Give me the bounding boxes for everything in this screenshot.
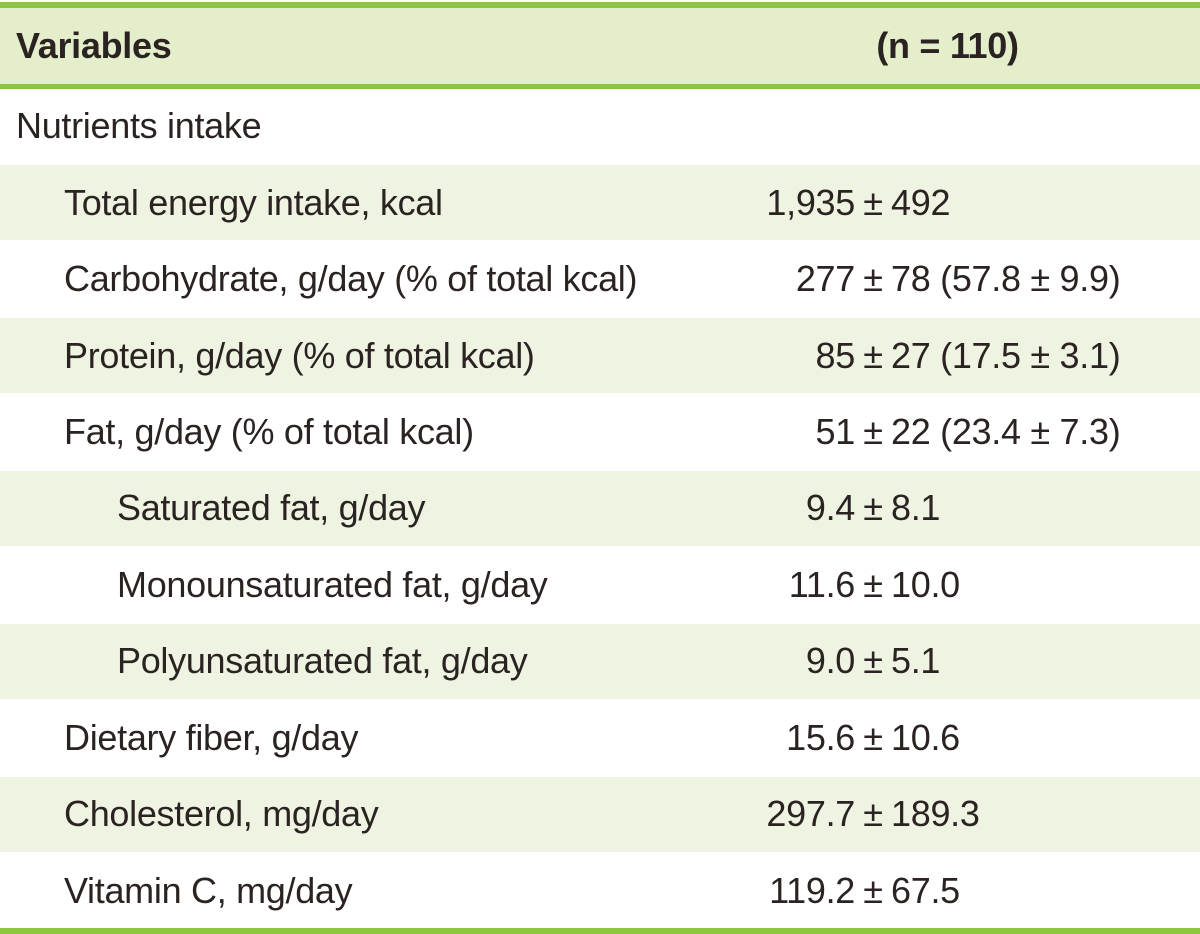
value-mean: 297.7 [766,793,855,835]
row-label: Protein, g/day (% of total kcal) [64,334,535,376]
value-mean: 51 [815,411,856,453]
table-header-row: Variables (n = 110) [0,8,1200,84]
column-header-variables: Variables [16,25,172,66]
value-mean: 11.6 [788,563,856,605]
plus-minus-icon: ± [863,411,883,453]
column-header-n: (n = 110) [695,25,1200,67]
value-mean: 9.4 [805,487,855,529]
table-row: Dietary fiber, g/day 15.6 ± 10.6 [0,700,1200,776]
value-sd: 8.1 [891,487,941,529]
plus-minus-icon: ± [863,181,883,223]
table-row: Vitamin C, mg/day 119.2 ± 67.5 [0,853,1200,928]
row-value: 85 ± 27 (17.5 ± 3.1) [695,335,1200,377]
value-sd: 10.0 [891,563,960,605]
value-sd: 78 (57.8 ± 9.9) [891,258,1121,300]
row-label: Saturated fat, g/day [117,487,426,529]
row-value: 277 ± 78 (57.8 ± 9.9) [695,258,1200,300]
value-sd: 27 (17.5 ± 3.1) [891,334,1121,376]
table-row: Total energy intake, kcal 1,935 ± 492 [0,163,1200,242]
value-mean: 277 [795,258,855,300]
row-label: Polyunsaturated fat, g/day [117,640,528,682]
plus-minus-icon: ± [863,258,883,300]
row-label: Nutrients intake [16,105,262,147]
row-value: 51 ± 22 (23.4 ± 7.3) [695,411,1200,453]
value-mean: 15.6 [786,716,855,758]
table-row: Polyunsaturated fat, g/day 9.0 ± 5.1 [0,622,1200,701]
table-row: Carbohydrate, g/day (% of total kcal) 27… [0,241,1200,317]
row-label: Carbohydrate, g/day (% of total kcal) [64,258,638,300]
table-row: Monounsaturated fat, g/day 11.6 ± 10.0 [0,547,1200,623]
table-top-border [0,2,1200,8]
plus-minus-icon: ± [863,563,883,605]
plus-minus-icon: ± [863,487,883,529]
table-row: Cholesterol, mg/day 297.7 ± 189.3 [0,775,1200,854]
plus-minus-icon: ± [863,716,883,758]
row-value: 11.6 ± 10.0 [695,564,1200,606]
row-label: Dietary fiber, g/day [64,716,359,758]
row-label: Cholesterol, mg/day [64,793,379,835]
table-row: Saturated fat, g/day 9.4 ± 8.1 [0,469,1200,548]
value-mean: 85 [815,334,856,376]
row-label: Fat, g/day (% of total kcal) [64,411,474,453]
table-row: Fat, g/day (% of total kcal) 51 ± 22 (23… [0,394,1200,470]
row-label: Total energy intake, kcal [64,181,443,223]
plus-minus-icon: ± [863,793,883,835]
row-value: 119.2 ± 67.5 [695,870,1200,912]
row-label: Vitamin C, mg/day [64,869,353,911]
row-value: 9.4 ± 8.1 [695,487,1200,529]
table-body: Nutrients intake Total energy intake, kc… [0,89,1200,928]
table-row: Protein, g/day (% of total kcal) 85 ± 27… [0,316,1200,395]
value-sd: 67.5 [891,869,960,911]
row-label: Monounsaturated fat, g/day [117,563,548,605]
column-header-n-label: (n = 110) [876,25,1019,66]
row-value: 9.0 ± 5.1 [695,640,1200,682]
value-sd: 189.3 [891,793,980,835]
value-mean: 9.0 [805,640,855,682]
value-mean: 119.2 [769,869,855,911]
row-value: 15.6 ± 10.6 [695,717,1200,759]
table-bottom-border [0,928,1200,934]
table-row: Nutrients intake [0,89,1200,164]
value-mean: 1,935 [766,181,855,223]
header-divider-rule [0,84,1200,89]
plus-minus-icon: ± [863,640,883,682]
value-sd: 10.6 [891,716,960,758]
row-value: 1,935 ± 492 [695,182,1200,224]
plus-minus-icon: ± [863,869,883,911]
plus-minus-icon: ± [863,334,883,376]
row-value: 297.7 ± 189.3 [695,793,1200,835]
value-sd: 492 [891,181,951,223]
value-sd: 5.1 [891,640,941,682]
value-sd: 22 (23.4 ± 7.3) [891,411,1121,453]
